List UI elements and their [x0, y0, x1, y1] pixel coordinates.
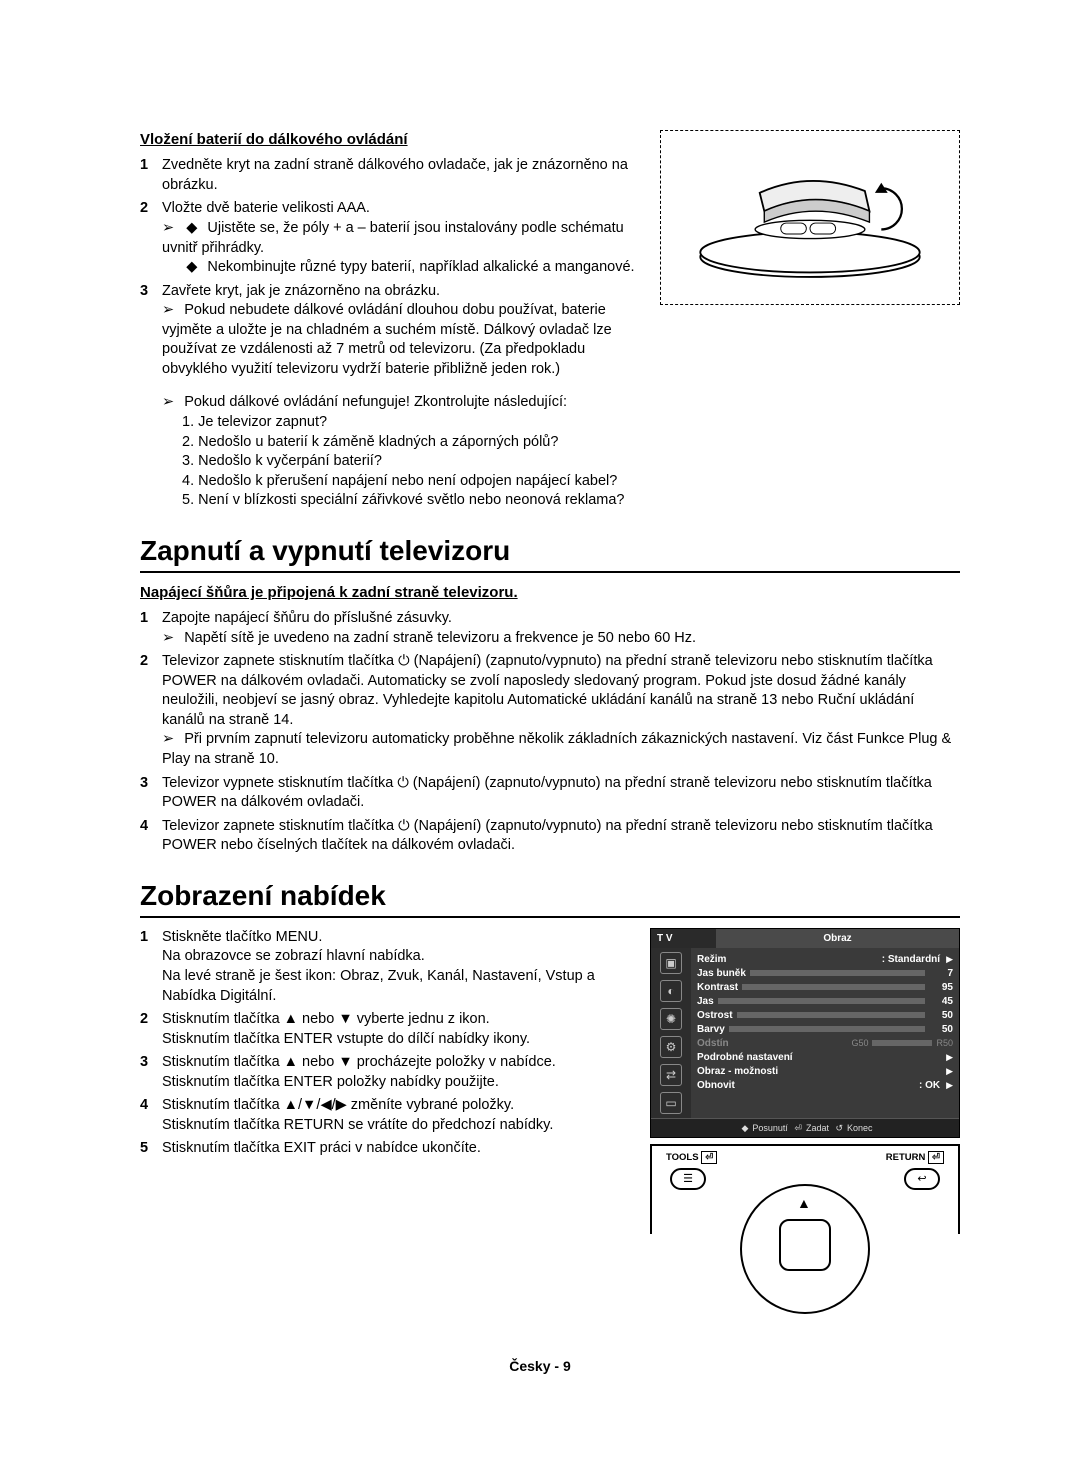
section-rule [140, 571, 960, 573]
section2-title: Zapnutí a vypnutí televizoru [140, 535, 960, 567]
note-text: Napětí sítě je uvedeno na zadní straně t… [184, 630, 696, 646]
note-arrow-icon: ➢ [162, 731, 174, 747]
warn-item: 1. Je televizor zapnut? [182, 414, 327, 430]
list-text: Na obrazovce se zobrazí hlavní nabídka. [162, 948, 425, 964]
list-num: 1 [140, 928, 162, 1006]
osd-tab-label: Obraz [716, 929, 959, 949]
list-num: 3 [140, 282, 162, 380]
osd-icon-picture: ▣ [660, 952, 682, 974]
section-rule [140, 916, 960, 918]
note-text: Při prvním zapnutí televizoru automatick… [162, 731, 951, 767]
list-text: Stisknutím tlačítka ▲/▼/◀/▶ změníte vybr… [162, 1097, 514, 1113]
note-arrow-icon: ➢ [162, 220, 174, 236]
tools-label: TOOLS ⏎ [666, 1152, 717, 1165]
list-text: Stiskněte tlačítko MENU. [162, 929, 322, 945]
osd-tv-label: T V [651, 929, 716, 949]
note-text: Pokud nebudete dálkové ovládání dlouhou … [162, 302, 612, 377]
warn-item: 5. Není v blízkosti speciální zářivkové … [182, 492, 624, 508]
return-button: ↩ [904, 1168, 940, 1190]
section2-heading: Napájecí šňůra je připojená k zadní stra… [140, 583, 960, 603]
osd-icon-input: ⇄ [660, 1064, 682, 1086]
list-num: 4 [140, 1096, 162, 1135]
osd-footer: ◆Posunutí ⏎Zadat ↺Konec [651, 1118, 959, 1137]
diamond-icon: ◆ [186, 220, 197, 236]
return-label: RETURN ⏎ [886, 1152, 944, 1165]
list-num: 2 [140, 199, 162, 277]
section3-title: Zobrazení nabídek [140, 880, 960, 912]
osd-icon-sound: ◐ [660, 980, 682, 1002]
note-arrow-icon: ➢ [162, 630, 174, 646]
list-num: 5 [140, 1139, 162, 1159]
remote-figure: TOOLS ⏎ RETURN ⏎ ☰ ↩ ▲ [650, 1144, 960, 1234]
list-text: Vložte dvě baterie velikosti AAA. [162, 200, 370, 216]
list-text: Na levé straně je šest ikon: Obraz, Zvuk… [162, 968, 595, 1004]
tools-button: ☰ [670, 1168, 706, 1190]
list-num: 1 [140, 609, 162, 648]
list-text: Televizor zapnete stisknutím tlačítka ⏻ … [162, 817, 960, 856]
list-text: Zvedněte kryt na zadní straně dálkového … [162, 156, 648, 195]
warn-lead: Pokud dálkové ovládání nefunguje! Zkontr… [184, 394, 567, 410]
note-arrow-icon: ➢ [162, 302, 174, 318]
list-text: Televizor zapnete stisknutím tlačítka ⏻ … [162, 653, 933, 728]
list-num: 3 [140, 1053, 162, 1092]
list-text: Zavřete kryt, jak je znázorněno na obráz… [162, 283, 440, 299]
osd-icon-channel: ✺ [660, 1008, 682, 1030]
warn-item: 2. Nedošlo u baterií k záměně kladných a… [182, 434, 558, 450]
list-text: Televizor vypnete stisknutím tlačítka ⏻ … [162, 774, 960, 813]
list-text: Stisknutím tlačítka RETURN se vrátíte do… [162, 1117, 553, 1133]
osd-figure: T V Obraz ▣ ◐ ✺ ⚙ ⇄ ▭ Režim: Standardní▶… [650, 928, 960, 1235]
note-arrow-icon: ➢ [162, 394, 174, 410]
page-footer: Česky - 9 [0, 1358, 1080, 1374]
sub-text: Ujistěte se, že póly + a – baterií jsou … [162, 220, 624, 256]
list-text: Stisknutím tlačítka ▲ nebo ▼ procházejte… [162, 1054, 556, 1070]
sub-text: Nekombinujte různé typy baterií, napříkl… [207, 259, 634, 275]
list-text: Stisknutím tlačítka EXIT práci v nabídce… [162, 1140, 481, 1156]
osd-icon-setup: ⚙ [660, 1036, 682, 1058]
osd-icon-digital: ▭ [660, 1092, 682, 1114]
warn-item: 3. Nedošlo k vyčerpání baterií? [182, 453, 382, 469]
warn-item: 4. Nedošlo k přerušení napájení nebo nen… [182, 473, 617, 489]
diamond-icon: ◆ [186, 259, 197, 275]
list-text: Stisknutím tlačítka ENTER vstupte do díl… [162, 1031, 530, 1047]
list-num: 2 [140, 1010, 162, 1049]
list-num: 2 [140, 652, 162, 769]
list-text: Stisknutím tlačítka ENTER položky nabídk… [162, 1074, 499, 1090]
list-num: 4 [140, 817, 162, 856]
list-text: Zapojte napájecí šňůru do příslušné zásu… [162, 610, 452, 626]
list-num: 3 [140, 774, 162, 813]
list-num: 1 [140, 156, 162, 195]
battery-figure [660, 130, 960, 305]
list-text: Stisknutím tlačítka ▲ nebo ▼ vyberte jed… [162, 1011, 490, 1027]
